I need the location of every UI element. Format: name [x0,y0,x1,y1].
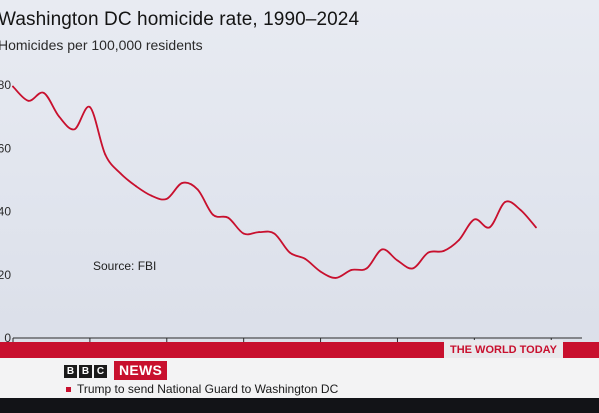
screen-frame [0,398,599,413]
series-layer [12,85,537,279]
data-point [58,115,61,118]
data-point [27,99,30,102]
data-point [335,277,337,279]
data-point [442,250,445,252]
data-point [288,251,291,254]
data-point [88,106,91,109]
data-point [427,251,430,254]
y-tick-label: 80 [0,78,11,92]
data-point [365,267,368,270]
data-point [519,209,522,211]
data-point [411,267,414,270]
data-point [534,226,537,229]
logo-letter: B [79,365,92,378]
data-point [473,218,476,221]
y-tick-label: 40 [0,205,11,219]
source-note: Source: FBI [93,259,157,273]
data-point [42,92,45,94]
data-point [488,226,491,229]
chart-title: Washington DC homicide rate, 1990–2024 [0,9,360,30]
ticker-headline: Trump to send National Guard to Washingt… [66,382,338,396]
data-point [150,194,153,197]
headline-text: Trump to send National Guard to Washingt… [77,382,339,396]
data-point [227,216,230,219]
data-point [319,270,322,273]
data-point [396,259,399,262]
y-tick-label: 0 [4,331,11,345]
data-point [135,185,137,188]
data-point [12,85,14,88]
data-point [258,231,260,233]
program-label: THE WORLD TODAY [444,340,563,360]
news-brand: NEWS [114,361,168,380]
y-tick-label: 20 [0,268,11,282]
data-point [273,232,276,235]
data-point [381,248,383,251]
data-point [196,188,199,191]
news-ticker [0,358,599,398]
chart-subtitle: Homicides per 100,000 residents [0,37,203,53]
data-point [304,258,307,260]
data-point [212,213,214,216]
series-line [12,85,537,279]
data-point [165,197,168,200]
data-point [350,269,353,271]
data-point [104,153,107,156]
data-point [504,201,507,203]
y-axis: 0 20 40 60 80 [0,78,11,345]
data-point [242,232,245,235]
data-point [73,128,76,131]
data-point [119,172,122,175]
data-point [458,239,460,241]
logo-letter: C [94,365,107,378]
bullet-icon [66,387,71,393]
bbc-logo: B B C [64,365,107,378]
y-tick-label: 60 [0,141,11,155]
data-point [181,182,184,184]
logo-letter: B [64,365,77,378]
